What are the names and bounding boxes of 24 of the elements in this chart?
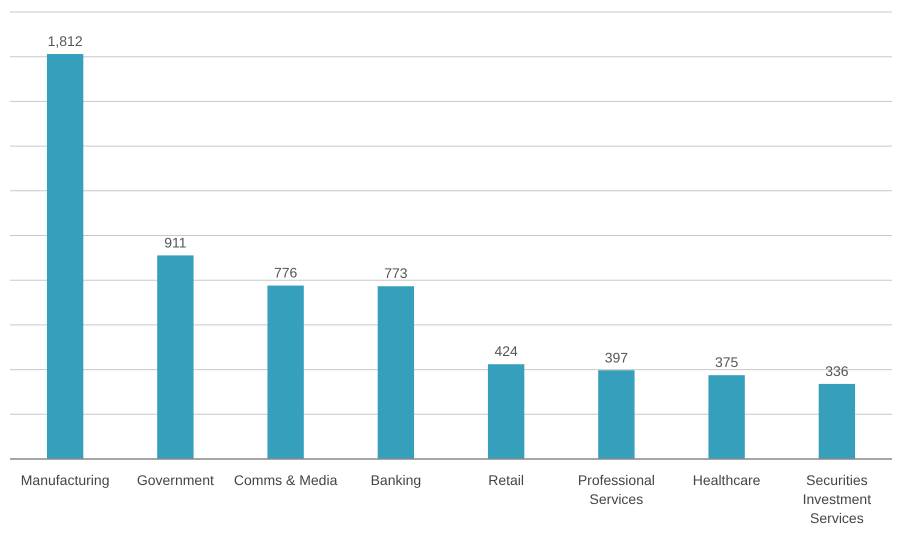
- bar: [46, 54, 84, 459]
- x-tick-label: Securities Investment Services: [802, 472, 872, 526]
- data-label: 424: [494, 343, 518, 360]
- x-tick-label: Manufacturing: [20, 472, 110, 488]
- data-label: 776: [274, 264, 298, 281]
- x-tick-label: Government: [136, 472, 214, 488]
- x-tick-label: Healthcare: [692, 472, 761, 488]
- bar: [818, 384, 856, 459]
- data-label: 773: [384, 265, 408, 282]
- bar: [708, 375, 745, 459]
- x-tick-label: Retail: [488, 472, 524, 488]
- bar: [378, 286, 414, 459]
- x-tick-label: Professional Services: [578, 472, 655, 507]
- bar: [157, 255, 194, 459]
- x-tick-label: Comms & Media: [234, 472, 338, 488]
- data-label: 1,812: [48, 33, 83, 50]
- data-label: 375: [714, 354, 739, 370]
- data-label: 336: [825, 362, 849, 379]
- data-label: 911: [164, 234, 187, 250]
- bar: [267, 286, 304, 459]
- data-label: 397: [604, 349, 628, 366]
- bar: [488, 364, 524, 459]
- x-tick-label: Banking: [370, 472, 422, 488]
- bar: [598, 370, 635, 459]
